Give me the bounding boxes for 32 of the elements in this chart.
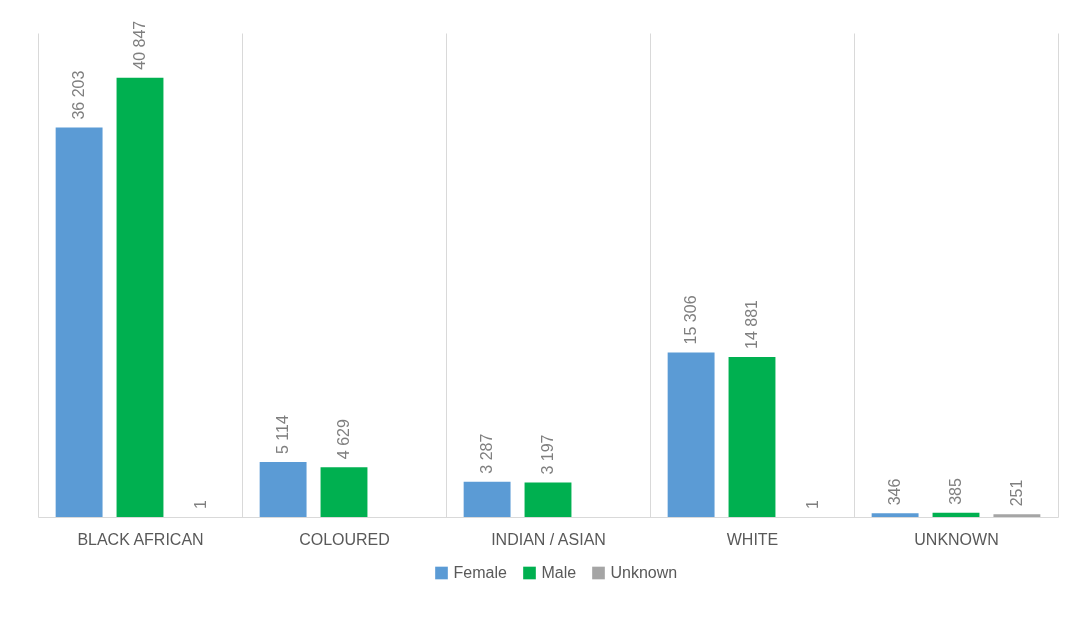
- data-label: 40 847: [131, 20, 148, 70]
- x-tick-label: WHITE: [726, 530, 779, 548]
- data-label: 1: [191, 499, 209, 509]
- data-label: 4 629: [335, 419, 352, 460]
- x-tick-label: BLACK AFRICAN: [77, 530, 204, 548]
- x-tick-label: INDIAN / ASIAN: [491, 530, 606, 548]
- bar: [320, 467, 368, 517]
- data-label: 346: [886, 478, 904, 506]
- bar: [871, 513, 919, 517]
- data-label: 14 881: [743, 299, 760, 349]
- data-label: 15 306: [682, 295, 700, 345]
- data-label: 3 287: [478, 433, 496, 474]
- bar: [116, 77, 164, 517]
- legend-label: Unknown: [610, 564, 678, 581]
- data-label: 385: [947, 478, 964, 505]
- bar: [932, 512, 980, 517]
- data-label: 5 114: [274, 415, 292, 454]
- x-tick-label: UNKNOWN: [914, 530, 999, 548]
- data-label: 1: [803, 499, 821, 509]
- data-label: 36 203: [70, 70, 88, 120]
- x-tick-label: COLOURED: [299, 530, 390, 548]
- bar: [993, 514, 1041, 517]
- bar: [728, 356, 776, 517]
- bar: [55, 127, 103, 517]
- bar: [463, 481, 511, 517]
- data-label: 3 197: [539, 434, 556, 475]
- bar: [667, 352, 715, 517]
- data-label: 251: [1007, 479, 1025, 507]
- bar: [524, 482, 572, 517]
- legend-label: Male: [541, 564, 577, 581]
- legend-label: Female: [453, 564, 507, 581]
- bar: [259, 462, 307, 517]
